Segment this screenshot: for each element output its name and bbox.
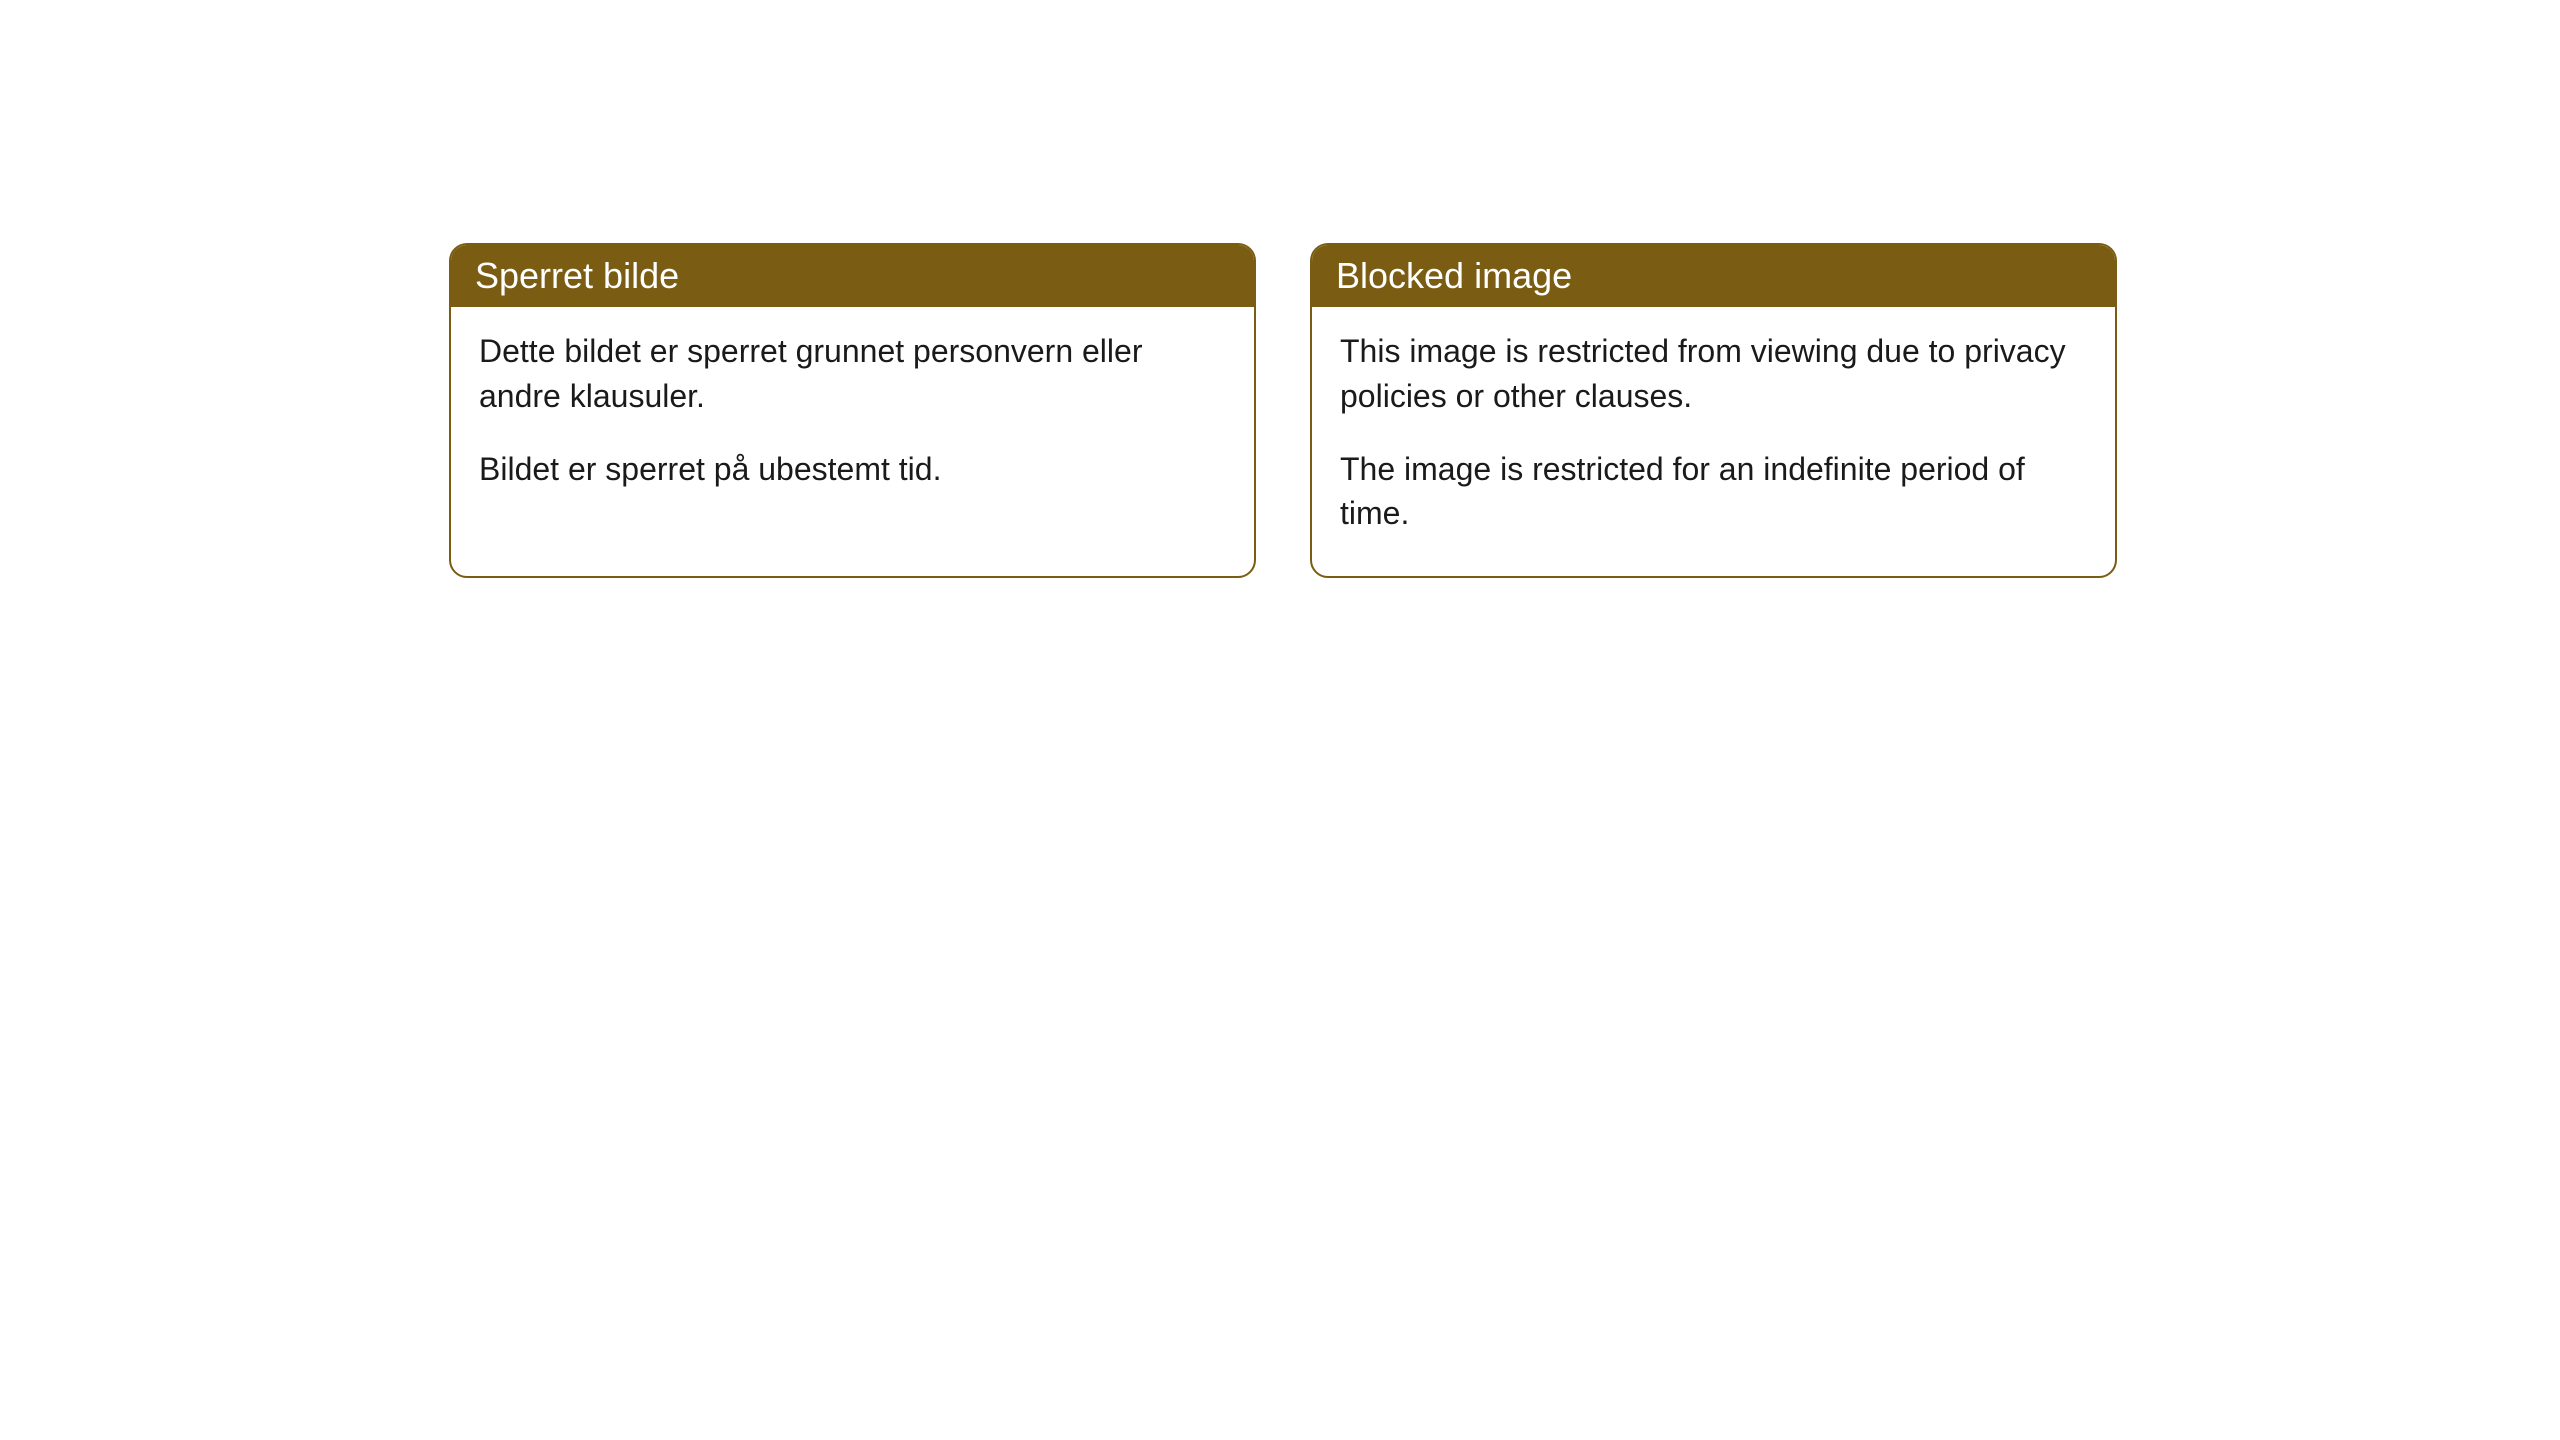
card-header: Blocked image — [1312, 245, 2115, 307]
card-title: Sperret bilde — [475, 255, 679, 296]
card-paragraph: The image is restricted for an indefinit… — [1340, 447, 2087, 537]
notice-cards-container: Sperret bilde Dette bildet er sperret gr… — [0, 0, 2560, 578]
card-paragraph: Dette bildet er sperret grunnet personve… — [479, 329, 1226, 419]
card-title: Blocked image — [1336, 255, 1572, 296]
blocked-image-card-english: Blocked image This image is restricted f… — [1310, 243, 2117, 578]
card-paragraph: This image is restricted from viewing du… — [1340, 329, 2087, 419]
card-body: This image is restricted from viewing du… — [1312, 307, 2115, 576]
card-paragraph: Bildet er sperret på ubestemt tid. — [479, 447, 1226, 492]
card-body: Dette bildet er sperret grunnet personve… — [451, 307, 1254, 531]
card-header: Sperret bilde — [451, 245, 1254, 307]
blocked-image-card-norwegian: Sperret bilde Dette bildet er sperret gr… — [449, 243, 1256, 578]
